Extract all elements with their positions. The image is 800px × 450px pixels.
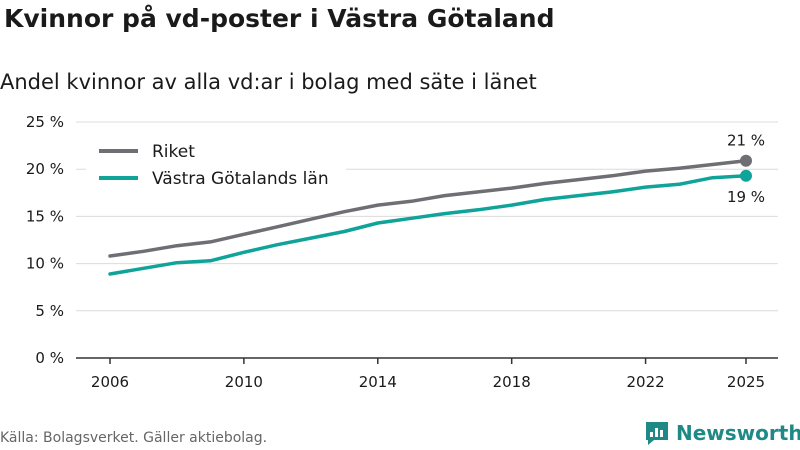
y-tick-label: 25 % xyxy=(26,113,64,131)
y-axis-ticks: 0 % 5 % 10 % 15 % 20 % 25 % xyxy=(26,113,64,367)
y-tick-label: 0 % xyxy=(35,349,64,367)
y-tick-label: 15 % xyxy=(26,207,64,225)
series-end-label-1: 19 % xyxy=(727,188,765,206)
series-end-point-0 xyxy=(740,154,752,167)
x-tick-label: 2018 xyxy=(493,373,531,391)
series-lines: 21 % 19 % xyxy=(108,132,765,276)
x-tick-label: 2010 xyxy=(225,373,263,391)
series-line-1 xyxy=(108,174,748,276)
brand-name: Newsworthy xyxy=(676,421,800,445)
x-axis: 2006 2010 2014 2018 2022 2025 xyxy=(76,357,778,391)
x-tick-label: 2014 xyxy=(359,373,397,391)
legend-label-0: Riket xyxy=(152,142,195,162)
series-line-0 xyxy=(108,158,748,258)
series-end-point-1 xyxy=(740,169,752,182)
source-note: Källa: Bolagsverket. Gäller aktiebolag. xyxy=(0,430,268,446)
legend-label-1: Västra Götalands län xyxy=(152,169,329,189)
x-tick-label: 2025 xyxy=(727,373,765,391)
brand-logo: Newsworthy xyxy=(644,420,800,446)
x-tick-label: 2022 xyxy=(626,373,664,391)
series-end-label-0: 21 % xyxy=(727,132,765,150)
x-tick-label: 2006 xyxy=(91,373,129,391)
chart-title: Kvinnor på vd-poster i Västra Götaland xyxy=(4,4,555,33)
y-tick-label: 20 % xyxy=(26,160,64,178)
legend-background xyxy=(86,134,346,196)
chart-subtitle: Andel kvinnor av alla vd:ar i bolag med … xyxy=(0,70,537,94)
legend: Riket Västra Götalands län xyxy=(86,134,346,196)
y-tick-label: 5 % xyxy=(35,302,64,320)
y-tick-label: 10 % xyxy=(26,255,64,273)
newsworthy-logo-icon xyxy=(646,422,668,445)
